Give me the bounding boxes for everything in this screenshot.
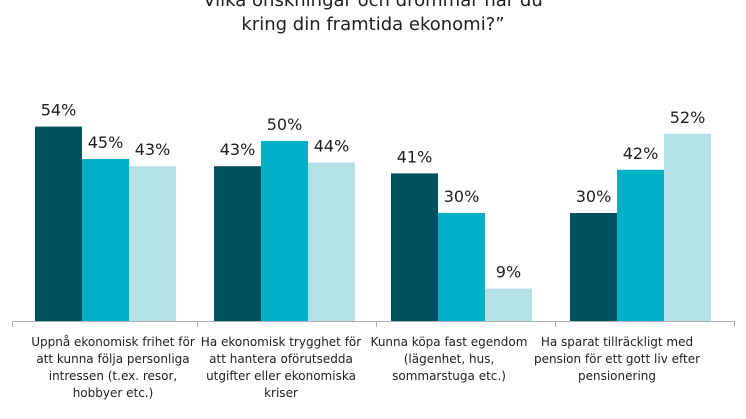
bar-series3-cat2: [308, 162, 355, 321]
category-label-2: Ha ekonomisk trygghet för att hantera of…: [200, 335, 362, 400]
value-label-series1-cat2: 43%: [220, 140, 256, 159]
category-label-3: Kunna köpa fast egendom (lägenhet, hus, …: [370, 335, 528, 383]
value-label-series3-cat4: 52%: [670, 108, 706, 127]
x-axis-ticks: [12, 321, 735, 327]
bar-series2-cat4: [617, 169, 664, 321]
value-label-series2-cat3: 30%: [444, 187, 480, 206]
value-label-series1-cat1: 54%: [41, 101, 77, 120]
bar-series2-cat3: [438, 213, 485, 321]
bar-series2-cat1: [82, 159, 129, 321]
value-label-series2-cat4: 42%: [623, 144, 659, 163]
value-label-series1-cat3: 41%: [397, 147, 433, 166]
value-label-series3-cat1: 43%: [135, 140, 171, 159]
value-label-series2-cat1: 45%: [88, 133, 124, 152]
bar-series2-cat2: [261, 141, 308, 321]
bar-series3-cat3: [485, 288, 532, 321]
category-label-4: Ha sparat tillräckligt med pension för e…: [533, 335, 701, 383]
category-label-1: Uppnå ekonomisk frihet för att kunna föl…: [31, 335, 195, 400]
bars-group: [35, 126, 711, 321]
chart-title-line-2: kring din framtida ekonomi?”: [241, 14, 505, 35]
bar-series1-cat1: [35, 126, 82, 321]
value-label-series1-cat4: 30%: [576, 187, 612, 206]
bar-series3-cat1: [129, 166, 176, 321]
value-label-series3-cat2: 44%: [314, 137, 350, 156]
bar-series3-cat4: [664, 133, 711, 321]
bar-series1-cat2: [214, 166, 261, 321]
chart-title-line-1: Vilka önskningar och drömmar har du: [203, 0, 543, 11]
bar-series1-cat3: [391, 173, 438, 321]
chart-title: Vilka önskningar och drömmar har du krin…: [0, 0, 746, 37]
value-label-series3-cat3: 9%: [496, 263, 521, 282]
value-labels-group: 54% 43% 41% 30% 45% 50% 30% 42% 43% 44% 9% 52%: [41, 101, 706, 282]
value-label-series2-cat2: 50%: [267, 115, 303, 134]
bar-series1-cat4: [570, 213, 617, 321]
